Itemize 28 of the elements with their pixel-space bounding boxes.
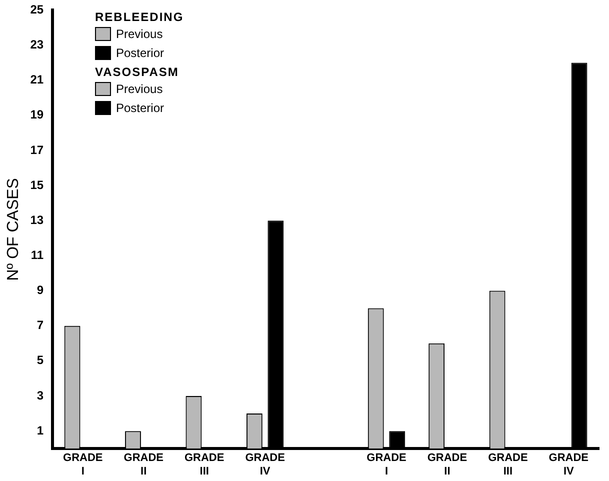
- y-tick-label: 11: [30, 248, 44, 262]
- x-tick-label: GRADE II: [427, 452, 468, 478]
- annotation: VASOSPASM: [95, 65, 180, 79]
- legend-label: Posterior: [116, 101, 164, 115]
- y-tick-label: 19: [30, 108, 44, 122]
- x-tick-label: GRADE I: [63, 452, 103, 478]
- y-tick-label: 13: [30, 212, 44, 227]
- x-tick-label: GRADE IV: [548, 452, 589, 478]
- y-tick-label: 1: [36, 423, 44, 438]
- y-tick-label: 9: [36, 283, 44, 298]
- legend-label: Posterior: [116, 46, 164, 60]
- x-tick-label: GRADE II: [124, 452, 164, 478]
- y-tick-label: 17: [30, 142, 44, 157]
- y-tick-label: 15: [30, 178, 44, 192]
- x-tick-label: GRADE I: [366, 452, 406, 478]
- x-tick-label: GRADE III: [184, 452, 224, 478]
- y-tick-label: 5: [36, 353, 44, 368]
- legend-label: Previous: [116, 82, 163, 96]
- y-tick-label: 3: [36, 388, 44, 402]
- y-axis-title: Nº OF CASES: [5, 178, 22, 281]
- legend-label: Previous: [116, 27, 163, 41]
- x-tick-label: GRADE IV: [245, 452, 285, 478]
- annotation: REBLEEDING: [95, 10, 184, 24]
- y-tick-label: 21: [30, 72, 44, 87]
- y-tick-label: 25: [30, 2, 44, 17]
- y-tick-label: 23: [30, 38, 44, 52]
- x-tick-label: GRADE III: [488, 452, 528, 478]
- y-tick-label: 7: [36, 318, 44, 332]
